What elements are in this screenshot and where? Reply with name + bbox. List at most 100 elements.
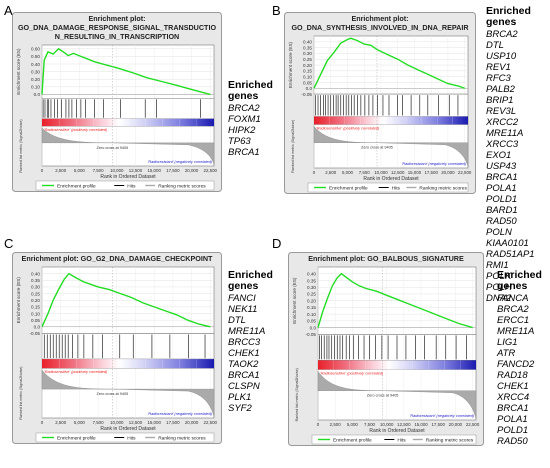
enrichment-profile-line xyxy=(41,272,211,328)
enriched-title-line2: genes xyxy=(228,90,259,102)
positive-label: 'Radiosensitive' (positively correlated) xyxy=(44,370,108,374)
gene-name: TP63 xyxy=(228,136,251,147)
x-tick-label: 15,000 xyxy=(414,422,428,427)
x-tick-label: 10,000 xyxy=(110,168,124,173)
x-tick-label: 17,500 xyxy=(166,168,180,173)
x-tick-label: 5,000 xyxy=(74,420,86,425)
x-tick-label: 7,500 xyxy=(93,168,105,173)
enriched-title-line1: Enriched xyxy=(486,5,531,17)
y-tick-label: 0.35 xyxy=(307,278,316,283)
enrichment-profile-line xyxy=(313,37,465,89)
y-tick-label: 0.30 xyxy=(307,285,316,290)
legend-label: Enrichment profile xyxy=(57,183,96,189)
x-tick-label: 20,000 xyxy=(441,170,455,175)
y-tick-label: 0.10 xyxy=(307,312,316,317)
y-axis-label-es: Enrichment score (ES) xyxy=(292,277,297,324)
y-tick-label: 0.20 xyxy=(307,298,316,303)
x-tick-label: 2,500 xyxy=(330,422,342,427)
y-tick-label: 0.10 xyxy=(303,74,312,79)
gene-name: USP10 xyxy=(486,51,517,62)
gene-name: BRCC3 xyxy=(228,337,261,348)
y-tick-label: 0.05 xyxy=(303,80,312,85)
panel-letter-d: D xyxy=(272,236,282,251)
y-tick-label: -0.05 xyxy=(302,92,313,97)
gene-name: MRE11A xyxy=(228,326,266,337)
gene-name: POLK xyxy=(486,271,512,282)
y-axis-label-es: Enrichment score (ES) xyxy=(16,277,21,324)
x-tick-label: 20,000 xyxy=(185,168,199,173)
gene-name: EXO1 xyxy=(486,150,512,161)
x-tick-label: 5,000 xyxy=(347,422,359,427)
gene-name: RMI1 xyxy=(486,260,509,271)
gene-list-d: FANCA BRCA2 ERCC1 MRE11A LIG1 ATR FANCD2 RAD18 C… xyxy=(497,293,534,447)
negative-label: 'Radioresistant' (negatively correlated) xyxy=(410,414,475,418)
gene-name: FOXM1 xyxy=(228,114,261,125)
positive-label: 'Radiosensitive' (positively correlated) xyxy=(44,128,108,132)
plot-area xyxy=(41,44,215,167)
y-axis-label-es: Enrichment score (ES) xyxy=(16,48,21,95)
gene-name: MRE11A xyxy=(497,326,535,337)
legend-label: Ranking metric scores xyxy=(419,185,467,191)
x-tick-label: 15,000 xyxy=(408,170,422,175)
legend-label: Ranking metric scores xyxy=(158,435,206,441)
gene-name: BRIP1 xyxy=(486,95,514,106)
zero-cross-label: Zero cross at 9405 xyxy=(367,394,399,398)
x-tick-label: 22,500 xyxy=(466,422,480,427)
x-tick-label: 10,000 xyxy=(374,170,388,175)
gene-name: DTL xyxy=(228,315,246,326)
y-tick-label: 0.40 xyxy=(303,40,312,45)
y-tick-label: 0.40 xyxy=(307,272,316,277)
x-tick-label: 0 xyxy=(313,170,316,175)
legend-label: Ranking metric scores xyxy=(426,437,474,443)
enriched-genes-title-c: Enriched genes xyxy=(228,270,273,292)
enriched-title-line2: genes xyxy=(228,280,259,292)
y-axis-label-metric: Ranked list metric (Signal2Noise) xyxy=(291,120,295,173)
y-tick-label: 0.20 xyxy=(31,77,40,82)
x-tick-label: 15,000 xyxy=(147,168,161,173)
x-tick-label: 10,000 xyxy=(110,420,124,425)
y-tick-label: 0.30 xyxy=(303,51,312,56)
ranking-metric-area xyxy=(317,370,477,420)
y-tick-label: 0.20 xyxy=(31,298,40,303)
x-axis-label: Rank in Ordered Dataset xyxy=(369,428,425,434)
gene-name: BRCA2 xyxy=(228,103,260,114)
plot-title-line: N_RESULTING_IN_TRANSCRIPTION xyxy=(55,32,179,41)
gene-name: PALB2 xyxy=(486,84,515,95)
gene-name: XRCC3 xyxy=(486,139,519,150)
x-tick-label: 12,500 xyxy=(391,170,405,175)
legend-label: Hits xyxy=(392,185,401,191)
gene-name: RAD50 xyxy=(486,216,517,227)
enrichment-profile-line xyxy=(41,47,211,96)
x-axis-label: Rank in Ordered Dataset xyxy=(363,176,419,182)
gene-name: RFC3 xyxy=(486,73,511,84)
enriched-genes-title-b: Enriched genes xyxy=(486,6,531,28)
y-tick-label: 0.25 xyxy=(303,57,312,62)
x-tick-label: 20,000 xyxy=(185,420,199,425)
plot-title-line: GO_DNA_SYNTHESIS_INVOLVED_IN_DNA_REPAIR xyxy=(291,23,469,32)
gene-name: MRE11A xyxy=(486,128,524,139)
gsea-plot-a: Enrichment plot:GO_DNA_DAMAGE_RESPONSE_S… xyxy=(12,12,222,192)
plot-title-line: GO_DNA_DAMAGE_RESPONSE_SIGNAL_TRANSDUCTI… xyxy=(18,23,216,32)
legend-label: Ranking metric scores xyxy=(158,183,206,189)
gene-name: XRCC2 xyxy=(486,117,519,128)
gene-name: BRCA2 xyxy=(497,304,529,315)
plot-area xyxy=(41,266,215,419)
gene-name: CLSPN xyxy=(228,381,260,392)
zero-cross-label: Zero cross at 9405 xyxy=(361,146,393,150)
positive-label: 'Radiosensitive' (positively correlated) xyxy=(316,126,380,130)
y-tick-label: 0.40 xyxy=(31,271,40,276)
x-tick-label: 10,000 xyxy=(380,422,394,427)
y-tick-label: 0.50 xyxy=(31,54,40,59)
x-tick-label: 12,500 xyxy=(129,420,143,425)
x-tick-label: 17,500 xyxy=(166,420,180,425)
ranking-metric-area xyxy=(41,127,215,166)
x-tick-label: 22,500 xyxy=(204,420,218,425)
gene-name: KIAA0101 xyxy=(486,238,529,249)
y-tick-label: 0.10 xyxy=(31,311,40,316)
x-tick-label: 0 xyxy=(317,422,320,427)
legend-label: Enrichment profile xyxy=(333,437,372,443)
x-tick-label: 12,500 xyxy=(129,168,143,173)
zero-cross-label: Zero cross at 9405 xyxy=(97,146,129,150)
gene-name: REV3L xyxy=(486,106,517,117)
y-tick-label: 0.25 xyxy=(307,292,316,297)
